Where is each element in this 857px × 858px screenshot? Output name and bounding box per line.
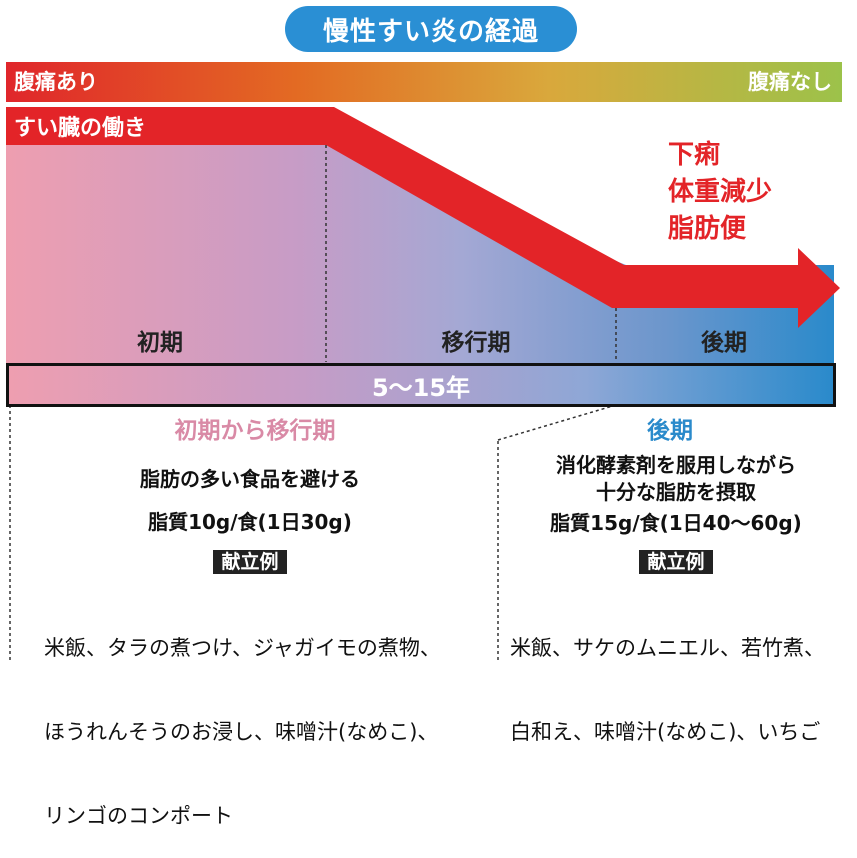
pancreas-function-arrow	[6, 107, 840, 328]
early-menu-tag: 献立例	[213, 550, 287, 574]
late-menu-line: 白和え、味噌汁(なめこ)、いちご	[510, 720, 821, 744]
late-section-advice: 消化酵素剤を服用しながら 十分な脂肪を摂取	[500, 452, 852, 506]
duration-bar: 5〜15年	[6, 363, 836, 407]
symptom-diarrhea: 下痢	[668, 140, 721, 170]
duration-label: 5〜15年	[371, 373, 471, 402]
phase-transition-label: 移行期	[441, 330, 511, 356]
page-title: 慢性すい炎の経過	[285, 6, 577, 52]
pancreas-function-label: すい臓の働き	[14, 116, 147, 141]
symptom-steatorrhea: 脂肪便	[668, 214, 747, 244]
phase-late-label: 後期	[701, 330, 747, 356]
late-advice-line: 十分な脂肪を摂取	[596, 480, 756, 504]
late-menu-tag: 献立例	[639, 550, 713, 574]
early-menu-line: 米飯、タラの煮つけ、ジャガイモの煮物、	[44, 636, 441, 660]
early-section-heading: 初期から移行期	[174, 418, 336, 444]
early-menu-text: 米飯、タラの煮つけ、ジャガイモの煮物、 ほうれんそうのお浸し、味噌汁(なめこ)、…	[44, 578, 441, 858]
late-section-fat-intake: 脂質15g/食(1日40〜60g)	[550, 511, 802, 535]
pain-absent-label: 腹痛なし	[748, 70, 832, 94]
late-section-heading: 後期	[647, 418, 693, 444]
late-symptoms: 下痢 体重減少 脂肪便	[668, 137, 772, 248]
abdominal-pain-bar: 腹痛あり 腹痛なし	[6, 62, 842, 102]
late-menu-tag-wrap: 献立例	[500, 547, 852, 574]
early-menu-line: リンゴのコンポート	[44, 804, 233, 828]
early-menu-tag-wrap: 献立例	[0, 547, 500, 574]
symptom-weight-loss: 体重減少	[668, 177, 773, 207]
phase-early-label: 初期	[137, 330, 183, 356]
early-section-fat-intake: 脂質10g/食(1日30g)	[148, 510, 352, 534]
pain-present-label: 腹痛あり	[14, 70, 98, 94]
diagram-graphics	[6, 107, 840, 660]
late-advice-line: 消化酵素剤を服用しながら	[556, 453, 796, 477]
early-menu-line: ほうれんそうのお浸し、味噌汁(なめこ)、	[44, 720, 439, 744]
late-menu-line: 米飯、サケのムニエル、若竹煮、	[510, 636, 825, 660]
early-section-advice: 脂肪の多い食品を避ける	[140, 467, 360, 491]
late-section-connector-diagonal	[497, 404, 617, 441]
late-menu-text: 米飯、サケのムニエル、若竹煮、 白和え、味噌汁(なめこ)、いちご	[510, 578, 825, 774]
